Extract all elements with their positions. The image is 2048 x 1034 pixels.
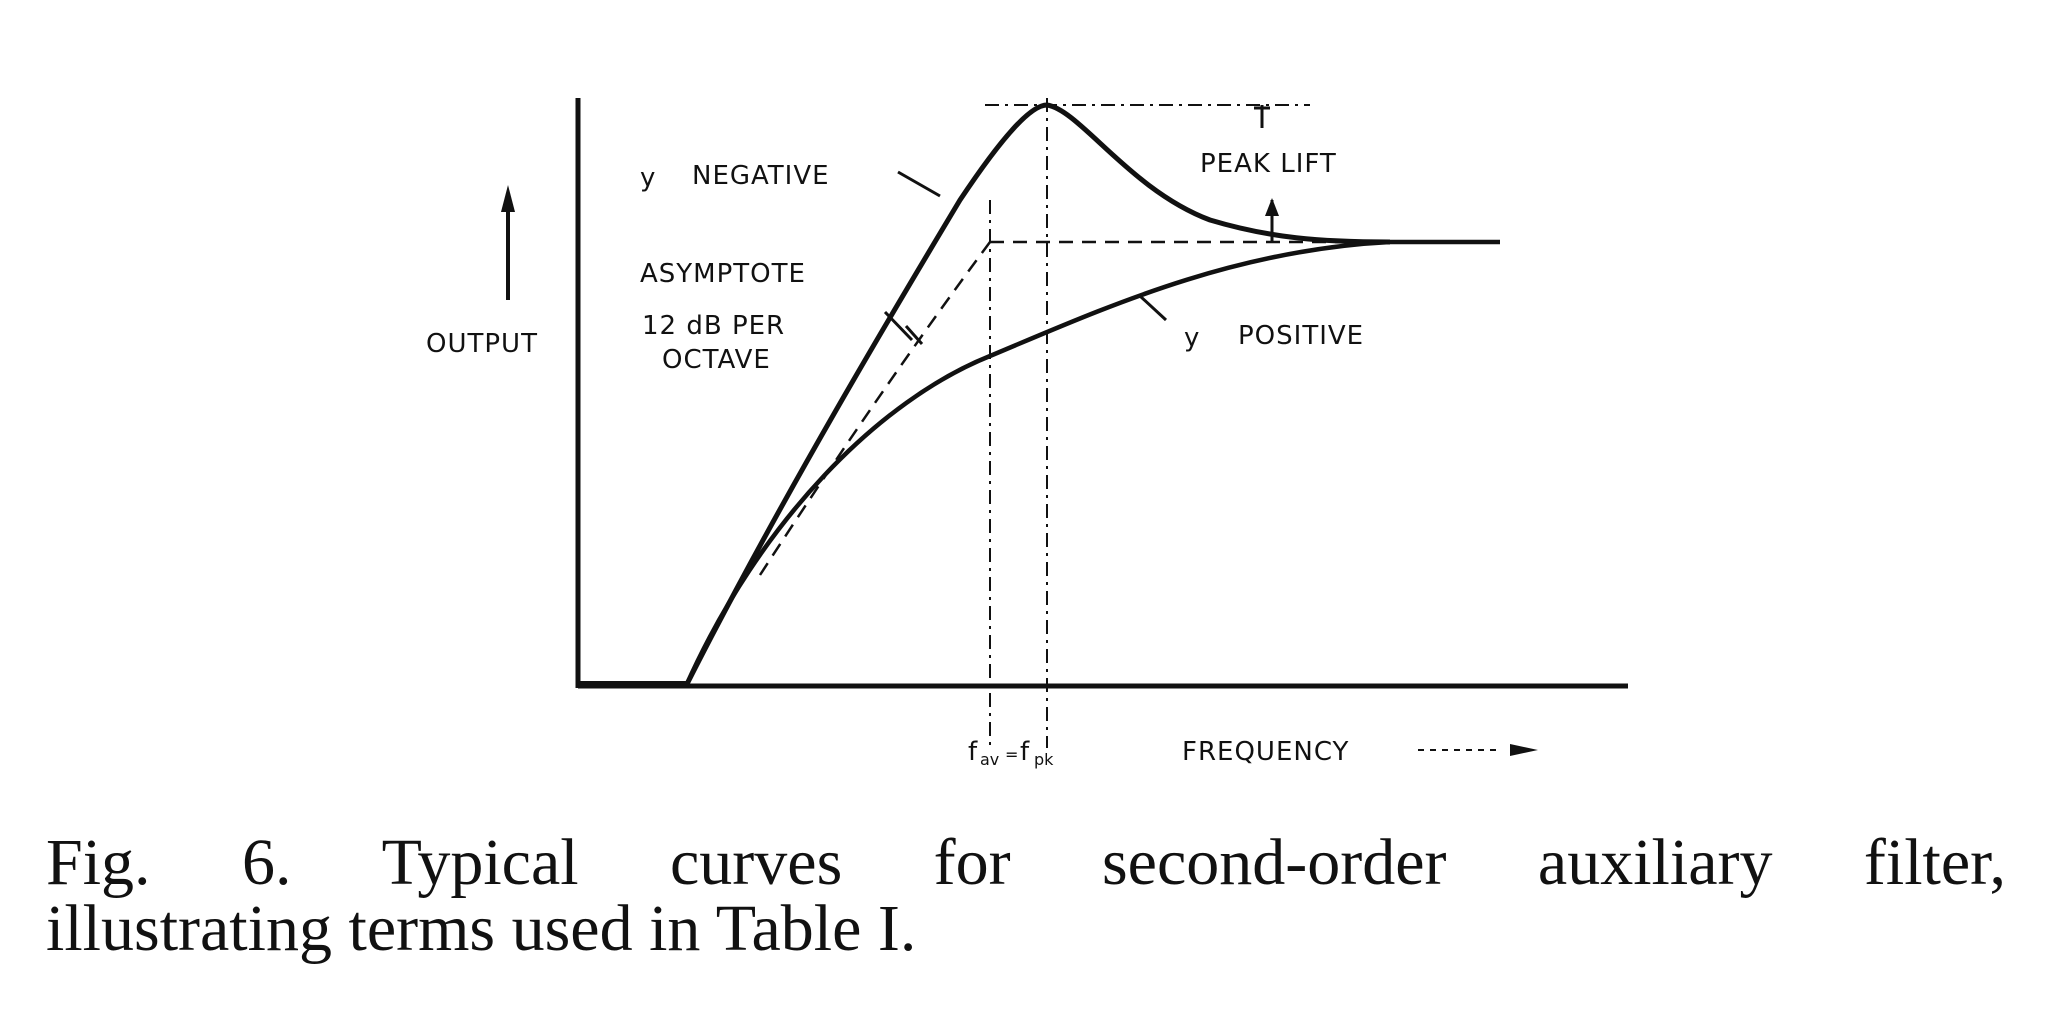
asymptote-pointer: [883, 310, 914, 342]
caption-line-2: illustrating terms used in Table I.: [46, 892, 917, 965]
negative-label: NEGATIVE: [692, 161, 830, 191]
figure-caption: Fig. 6. Typical curves for second-order …: [46, 830, 2006, 962]
negative-pointer: [897, 170, 941, 198]
output-label: OUTPUT: [426, 329, 538, 359]
positive-label: POSITIVE: [1238, 321, 1364, 351]
frequency-label: FREQUENCY: [1182, 737, 1349, 767]
fpk-label: f: [1020, 737, 1030, 767]
fav-subscript: av: [980, 750, 999, 769]
asymptote-octave-label: OCTAVE: [662, 345, 771, 375]
positive-pointer: [1138, 294, 1168, 322]
peak-lift-label: PEAK LIFT: [1200, 149, 1337, 179]
asymptote-label: ASYMPTOTE: [640, 259, 806, 289]
asymptote-rate-label: 12 dB PER: [642, 311, 785, 341]
negative-symbol: y: [640, 163, 656, 193]
caption-line-1: Fig. 6. Typical curves for second-order …: [46, 826, 2006, 899]
fav-equals: =: [1005, 745, 1018, 764]
curve-y-negative: [683, 102, 1391, 688]
asymptote-12db-octave: [758, 241, 992, 576]
curve-y-positive: [683, 239, 1500, 687]
peak-lift-arrowhead: [1265, 198, 1279, 216]
frequency-arrowhead: [1510, 744, 1538, 756]
fav-label: f: [968, 737, 978, 767]
asymptote-pointer-tick: [904, 325, 924, 345]
fpk-subscript: pk: [1034, 750, 1054, 769]
output-arrowhead: [501, 185, 515, 212]
positive-symbol: y: [1184, 323, 1200, 353]
